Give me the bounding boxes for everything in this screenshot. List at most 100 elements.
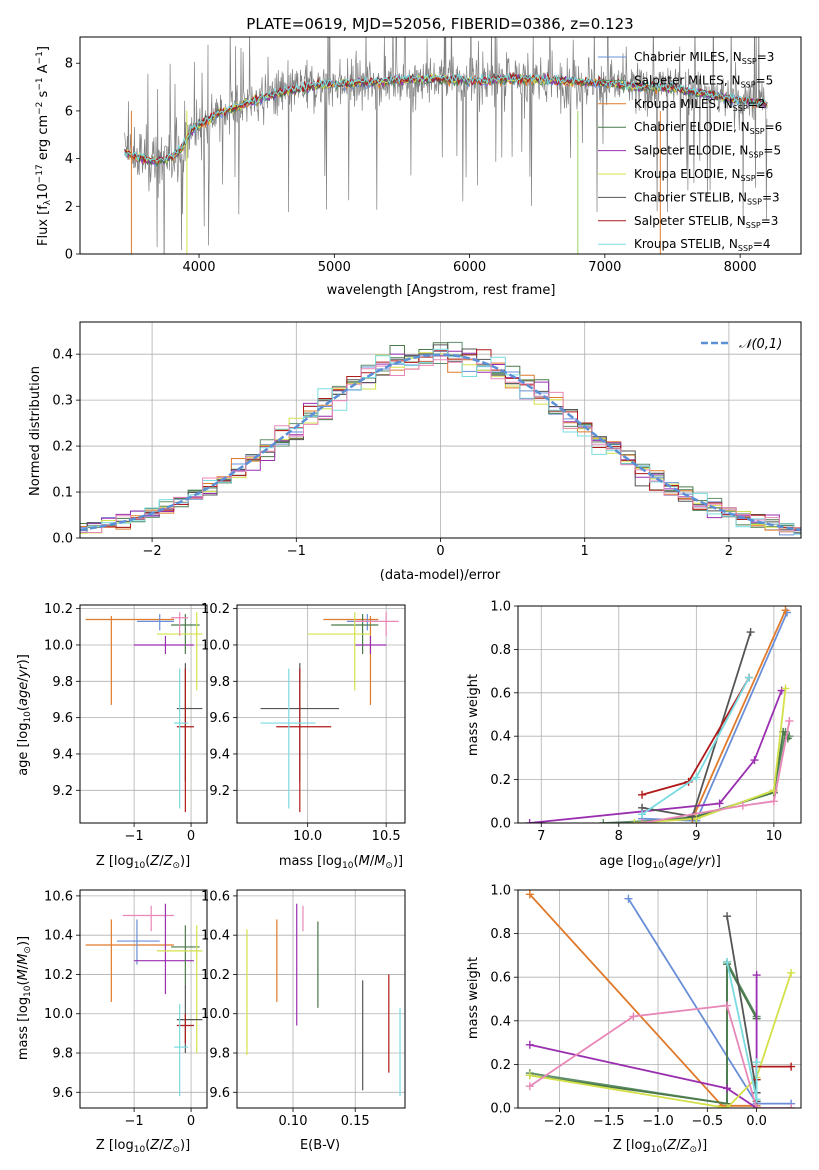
mass-weight-marker — [723, 912, 732, 921]
model-spectrum-line — [124, 72, 768, 163]
histogram-step-line — [80, 341, 801, 532]
mwZ-xlabel: Z [log10(Z/Z⊙)] — [613, 1138, 707, 1155]
legend-entry-label: Kroupa STELIB, NSSP=4 — [634, 237, 771, 253]
mass_vs_Z-plot-area — [85, 903, 203, 1097]
mass-weight-marker — [525, 1040, 534, 1049]
age_vs_Z-xtick-label: −1 — [125, 829, 144, 844]
residual_histogram-ytick-label: 0.2 — [52, 440, 73, 455]
mwAge-ylabel: mass weight — [466, 674, 481, 756]
mass_vs_EBV-ytick-label: 9.6 — [209, 1086, 230, 1101]
mass-weight-marker — [752, 971, 761, 980]
mass-weight-line — [691, 609, 787, 820]
mass_vs_Z-ytick-label: 10.6 — [44, 889, 73, 904]
mass_vs_EBV-ytick-label: 10.2 — [201, 968, 230, 983]
mass_weight_vs_Z-ytick-label: 0.0 — [490, 1102, 511, 1117]
spectrum-ytick-label: 4 — [65, 152, 73, 167]
age_vs_mass-xtick-label: 10.5 — [372, 829, 401, 844]
legend-entry-label: Kroupa ELODIE, NSSP=6 — [634, 167, 773, 183]
mass_weight_vs_age-ytick-label: 0.2 — [490, 773, 511, 788]
mass-weight-marker — [723, 1084, 732, 1093]
age_vs_mass-xtick-label: 10.0 — [293, 829, 322, 844]
mass-weight-marker — [638, 790, 647, 799]
mass-weight-vs-metallicity-panel: −2.0 −1.5 −1.0 −0.5 0.0 0.0 0.2 0.4 0.6 0.8 1.0 — [490, 884, 802, 1129]
age_vs_Z-frame — [79, 604, 208, 824]
mass-weight-marker — [787, 968, 796, 977]
spectrum-frame — [79, 36, 802, 255]
mass-weight-marker — [781, 684, 790, 693]
spectrum-legend: Chabrier MILES, NSSP=3 Salpeter MILES, NS… — [598, 50, 782, 253]
ageZ-xlabel: Z [log10(Z/Z⊙)] — [96, 854, 190, 871]
mass-weight-marker — [723, 1001, 732, 1010]
histogram-legend: 𝒩(0,1) — [701, 337, 782, 352]
mass-weight-marker — [630, 819, 639, 823]
mass_weight_vs_Z-xtick-label: −2.0 — [544, 1114, 576, 1129]
mass-weight-line — [529, 963, 758, 1105]
age_vs_mass-ytick-label: 9.2 — [209, 784, 230, 799]
legend-entry-label: Chabrier STELIB, NSSP=3 — [634, 190, 780, 206]
mass_vs_Z-ytick-label: 10.0 — [44, 1007, 73, 1022]
age-vs-metallicity-panel: −1 0 9.2 9.4 9.6 9.8 10.0 10.2 — [44, 602, 208, 844]
residual_histogram-xtick-label: −1 — [287, 544, 306, 559]
histogram-xlabel: (data-model)/error — [380, 568, 501, 583]
mass_vs_Z-ytick-label: 9.6 — [52, 1086, 73, 1101]
mass_vs_EBV-ytick-label: 10.6 — [201, 889, 230, 904]
mass_vs_Z-ytick-label: 10.4 — [44, 929, 73, 944]
age_vs_Z-plot-area — [85, 612, 203, 813]
legend-entry-label: Kroupa MILES, NSSP=2 — [634, 97, 765, 113]
mass-vs-extinction-panel: 0.10 0.15 9.6 9.8 10.0 10.2 10.4 10.6 — [201, 889, 406, 1129]
mass_weight_vs_age-ytick-label: 0.4 — [490, 730, 511, 745]
legend-entry-label: Salpeter ELODIE, NSSP=5 — [634, 144, 781, 160]
mass-weight-marker — [525, 890, 534, 899]
mwAge-xlabel: age [log10(age/yr)] — [599, 854, 721, 871]
mass_vs_EBV-xtick-label: 0.15 — [341, 1114, 370, 1129]
mass-weight-marker — [738, 801, 747, 810]
mass-weight-marker — [750, 756, 759, 765]
mass_weight_vs_Z-xtick-label: 0.0 — [746, 1114, 767, 1129]
mass_vs_Z-xtick-label: −1 — [125, 1114, 144, 1129]
mass-weight-line — [529, 975, 758, 1108]
residual_histogram-xtick-label: 2 — [725, 544, 733, 559]
histogram-step-line — [80, 358, 801, 533]
mass-weight-marker — [624, 894, 633, 903]
legend-entry-label: Salpeter STELIB, NSSP=3 — [634, 214, 778, 230]
mass_weight_vs_Z-plot-area — [525, 890, 796, 1108]
age_vs_Z-ytick-label: 9.6 — [52, 711, 73, 726]
spectrum-panel: 4000 5000 6000 7000 8000 0 2 4 6 8 — [65, 36, 802, 275]
age_vs_Z-ytick-label: 9.4 — [52, 747, 73, 762]
age_vs_Z-ytick-label: 9.8 — [52, 675, 73, 690]
mass_weight_vs_Z-frame — [517, 889, 802, 1109]
mass-weight-marker — [525, 1082, 534, 1091]
residual_histogram-ytick-label: 0.0 — [52, 532, 73, 547]
mass-weight-line — [529, 690, 783, 823]
figure-title: PLATE=0619, MJD=52056, FIBERID=0386, z=0… — [246, 15, 633, 33]
ageZ-ylabel: age [log10(age/yr)] — [16, 654, 33, 776]
residual_histogram-plot-area — [80, 341, 801, 536]
age-vs-mass-panel: 10.0 10.5 9.2 9.4 9.6 9.8 10.0 10.2 — [201, 602, 406, 844]
mass-weight-marker — [787, 1062, 796, 1071]
ageM-xlabel: mass [log10(M/M⊙)] — [279, 854, 403, 871]
mass-weight-marker — [723, 957, 732, 966]
mass-weight-marker — [787, 1104, 796, 1108]
mass_weight_vs_Z-ytick-label: 0.6 — [490, 971, 511, 986]
mass_vs_EBV-ytick-label: 9.8 — [209, 1047, 230, 1062]
mass-vs-metallicity-panel: −1 0 9.6 9.8 10.0 10.2 10.4 10.6 — [44, 889, 208, 1129]
mass-weight-marker — [723, 1104, 732, 1108]
mass_weight_vs_Z-ytick-label: 0.4 — [490, 1014, 511, 1029]
mass-weight-marker — [629, 1012, 638, 1021]
mass_vs_Z-ytick-label: 10.2 — [44, 968, 73, 983]
mass-weight-marker — [745, 673, 754, 682]
spectrum-xtick-label: 7000 — [588, 260, 621, 275]
massZ-ylabel: mass [log10(M/M⊙)] — [16, 936, 33, 1060]
mass-weight-line — [529, 972, 792, 1108]
mass-weight-marker — [692, 773, 701, 782]
mass-weight-marker — [785, 717, 794, 726]
mass_vs_EBV-frame — [236, 889, 406, 1109]
spectrum-xtick-label: 5000 — [318, 260, 351, 275]
mass_vs_Z-xtick-label: 0 — [187, 1114, 195, 1129]
residual_histogram-xtick-label: 1 — [581, 544, 589, 559]
mass-weight-marker — [525, 819, 534, 823]
spectrum-xlabel: wavelength [Angstrom, rest frame] — [327, 283, 556, 298]
legend-entry-label: Salpeter MILES, NSSP=5 — [634, 73, 773, 89]
mass_weight_vs_Z-xtick-label: −1.0 — [642, 1114, 674, 1129]
age_vs_mass-ytick-label: 9.8 — [209, 675, 230, 690]
